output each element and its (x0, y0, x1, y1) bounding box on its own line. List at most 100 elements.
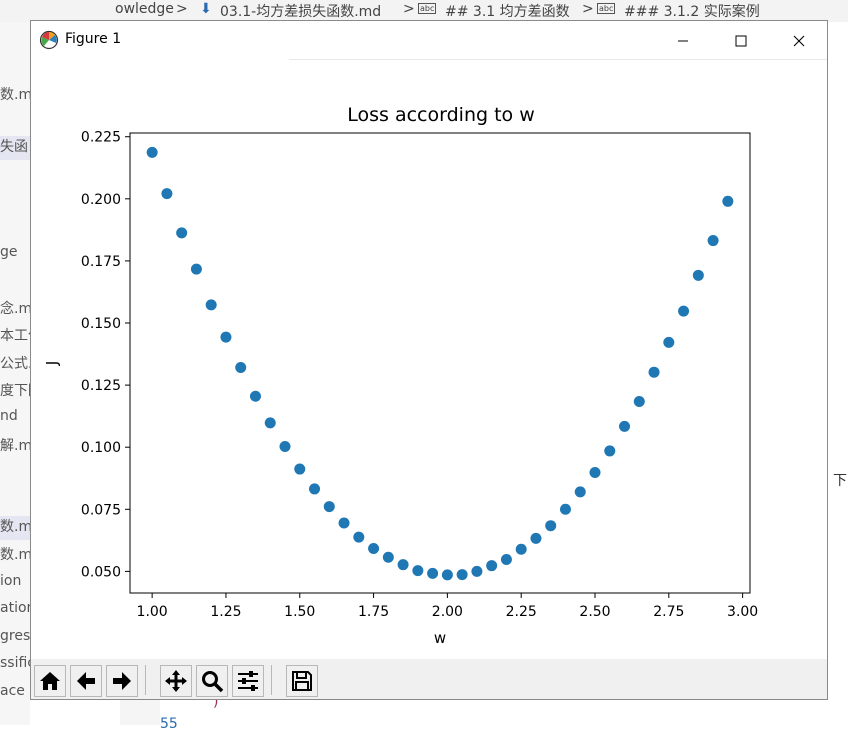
data-point (500, 553, 512, 565)
data-point (707, 235, 719, 247)
close-icon (793, 35, 805, 47)
data-point (678, 305, 690, 317)
data-point (574, 486, 586, 498)
pan-button[interactable] (160, 665, 192, 697)
data-point (427, 567, 439, 579)
editor-gutter (120, 700, 160, 725)
toolbar-separator (271, 665, 272, 695)
y-tick-label: 0.150 (81, 316, 121, 332)
data-point (456, 569, 468, 581)
maximize-button[interactable] (712, 21, 770, 61)
subplots-button[interactable] (232, 665, 264, 697)
data-point (412, 565, 424, 577)
data-point (279, 440, 291, 452)
data-point (176, 227, 188, 239)
home-button[interactable] (34, 665, 66, 697)
data-point (515, 543, 527, 555)
x-tick-label: 2.50 (579, 604, 610, 620)
editor-breadcrumb: owledge > ⬇ 03.1-均方差损失函数.md > abc ## 3.1… (0, 0, 848, 22)
data-point (648, 366, 660, 378)
zoom-button[interactable] (196, 665, 228, 697)
data-point (220, 331, 232, 343)
sidebar-file[interactable]: 数.mo (0, 547, 30, 563)
back-icon (77, 672, 95, 690)
sidebar-file[interactable]: 念.mo (0, 301, 30, 317)
x-axis: 1.00 1.25 1.50 1.75 2.00 2.25 2.50 2.75 3.00 (137, 593, 758, 620)
sidebar-file[interactable]: 公式.m (0, 356, 30, 372)
data-point (190, 263, 202, 275)
x-tick-label: 1.75 (358, 604, 389, 620)
title-bar[interactable]: Figure 1 (31, 21, 827, 61)
sidebar-file[interactable]: ace (0, 683, 25, 699)
minimize-icon (678, 40, 688, 42)
y-tick-label: 0.125 (81, 378, 121, 394)
save-icon (292, 671, 312, 691)
breadcrumb-separator: > (582, 1, 594, 17)
y-tick-label: 0.100 (81, 440, 121, 456)
axes-frame (129, 132, 751, 594)
explorer-sidebar: 数.md 失函 ge 念.mo 本工作 公式.m 度下降 nd 解.mo 数.m… (0, 22, 30, 725)
data-point (633, 395, 645, 407)
breadcrumb-separator: > (403, 1, 415, 17)
data-point (604, 445, 616, 457)
save-button[interactable] (286, 665, 318, 697)
data-point (441, 569, 453, 581)
sidebar-file[interactable]: ation (0, 600, 30, 616)
breadcrumb-file[interactable]: 03.1-均方差损失函数.md (220, 4, 382, 20)
heading-symbol-icon: abc (418, 3, 437, 14)
markdown-file-icon: ⬇ (200, 1, 212, 17)
x-tick-label: 2.75 (653, 604, 684, 620)
data-point (309, 483, 321, 495)
sidebar-file[interactable]: 度下降 (0, 383, 30, 399)
y-tick-label: 0.175 (81, 254, 121, 270)
sidebar-file[interactable]: ge (0, 244, 18, 260)
data-point (545, 520, 557, 532)
y-axis: 0.050 0.075 0.100 0.125 0.150 0.175 0.200 0.225 (81, 130, 130, 580)
back-button[interactable] (70, 665, 102, 697)
data-point (589, 467, 601, 479)
x-axis-label: w (434, 629, 446, 647)
data-point (486, 560, 498, 572)
sidebar-file[interactable]: ssific (0, 655, 30, 671)
figure-canvas[interactable]: Loss according to w 1.00 1.25 1.50 1.75 2.00… (31, 61, 827, 659)
titlebar-divider (289, 59, 827, 60)
data-point (663, 336, 675, 348)
data-point (471, 565, 483, 577)
data-point (235, 361, 247, 373)
sidebar-file-selected[interactable]: 失函 (0, 136, 30, 160)
maximize-icon (735, 35, 747, 47)
data-point (559, 503, 571, 515)
editor-code-area: 55 ) (30, 694, 829, 732)
navigation-toolbar (31, 659, 827, 699)
sidebar-file[interactable]: ion (0, 573, 22, 589)
sidebar-file[interactable]: 本工作 (0, 328, 30, 344)
breadcrumb-heading[interactable]: ## 3.1 均方差函数 (445, 4, 570, 20)
data-point (264, 417, 276, 429)
close-button[interactable] (770, 21, 828, 61)
x-tick-label: 1.25 (210, 604, 241, 620)
x-tick-label: 2.00 (432, 604, 463, 620)
data-point (249, 390, 261, 402)
editor-text-fragment: 下 (833, 473, 847, 489)
minimize-button[interactable] (654, 21, 712, 61)
breadcrumb-subheading[interactable]: ### 3.1.2 实际案例 (624, 4, 760, 20)
forward-button[interactable] (106, 665, 138, 697)
data-point (338, 517, 350, 529)
heading-symbol-icon: abc (597, 3, 616, 14)
pan-icon (165, 670, 187, 692)
data-point (353, 531, 365, 543)
window-title: Figure 1 (65, 31, 122, 47)
x-tick-label: 1.00 (137, 604, 168, 620)
subplots-icon (238, 671, 258, 691)
code-text: ) (213, 694, 219, 710)
y-tick-label: 0.225 (81, 130, 121, 146)
sidebar-file[interactable]: 数.mo (0, 516, 30, 540)
sidebar-file[interactable]: 数.md (0, 87, 30, 103)
breadcrumb-segment[interactable]: owledge (115, 1, 174, 17)
scatter-chart: Loss according to w 1.00 1.25 1.50 1.75 2.00… (43, 104, 758, 647)
data-point (722, 195, 734, 207)
sidebar-file[interactable]: 解.mo (0, 438, 30, 454)
sidebar-file[interactable]: nd (0, 408, 18, 424)
data-point (205, 299, 217, 311)
